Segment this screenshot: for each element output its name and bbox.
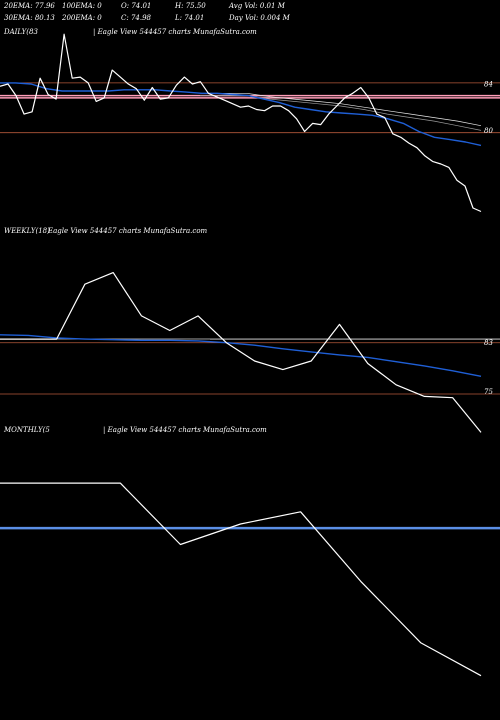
daily-y-tick-84: 84 [484,81,493,89]
header-open: O: 74.01 [121,2,151,10]
weekly-label: WEEKLY(18) [4,227,50,235]
daily-ref-line-2 [200,92,482,127]
header-ema100: 100EMA: 0 [62,2,102,10]
weekly-ema-line [0,334,482,377]
daily-title: | Eagle View 544457 charts MunafaSutra.c… [93,28,257,36]
weekly-y-tick-75: 75 [484,388,493,396]
daily-ema-line [0,82,482,147]
header-ema20: 20EMA: 77.96 [3,2,55,10]
monthly-price-line [0,482,482,677]
weekly-y-tick-83: 83 [484,339,493,347]
daily-price-line [0,33,482,213]
monthly-label: MONTHLY(5 [3,426,50,434]
header-ema200: 200EMA: 0 [61,14,102,22]
header-low: L: 74.01 [174,14,204,22]
header-high: H: 75.50 [174,2,206,10]
weekly-title: Eagle View 544457 charts MunafaSutra.com [47,227,208,235]
daily-label: DAILY(83 [3,28,38,36]
header-close: C: 74.98 [121,14,152,22]
daily-y-tick-80: 80 [484,127,493,135]
header-dayvol: Day Vol: 0.004 M [228,14,291,22]
monthly-title: | Eagle View 544457 charts MunafaSutra.c… [103,426,267,434]
header-ema30: 30EMA: 80.13 [4,14,55,22]
weekly-price-line [0,272,482,433]
header-avgvol: Avg Vol: 0.01 M [228,2,286,10]
